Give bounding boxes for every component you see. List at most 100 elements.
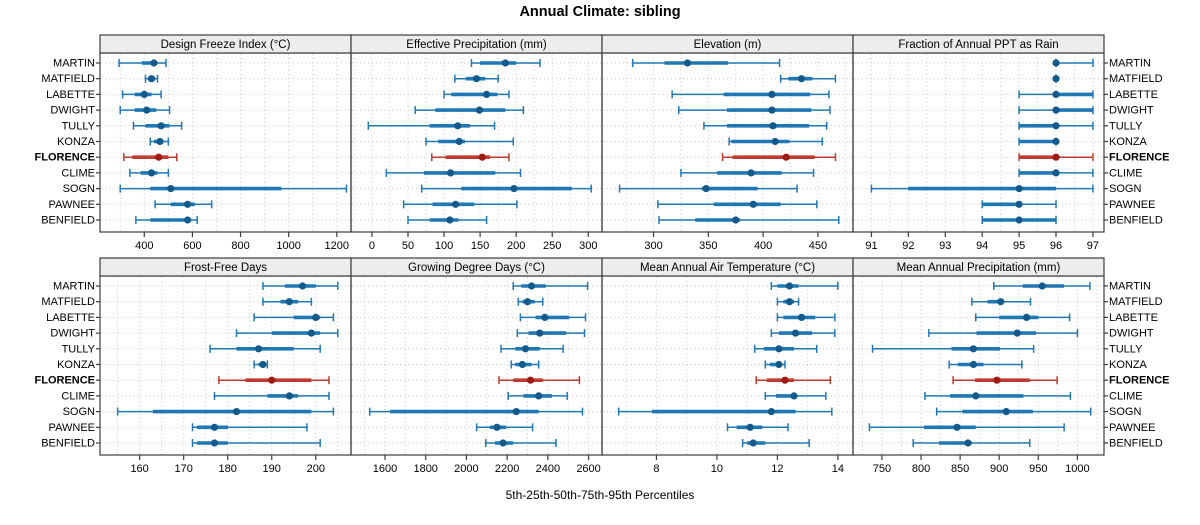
x-tick-label: 800 [231,240,249,252]
site-label-right-tully: TULLY [1109,120,1143,132]
median-dot [268,376,276,384]
median-dot [143,106,151,114]
median-dot [254,345,263,353]
x-tick-label: 170 [174,463,192,475]
median-dot [964,439,972,447]
interval-florence [755,376,832,385]
interval-sogn [368,407,584,416]
x-tick-label: 10 [711,463,723,475]
median-dot [746,423,754,431]
x-tick-label: 300 [579,240,597,252]
median-dot [535,392,543,400]
site-label-right-dwight: DWIGHT [1109,328,1154,340]
figure-title: Annual Climate: sibling [519,4,681,20]
x-tick-label: 350 [699,240,717,252]
panel-title: Elevation (m) [694,39,762,51]
interval-matfield [144,74,159,83]
x-tick-label: 450 [809,240,827,252]
median-dot [523,298,532,306]
interval-matfield [971,297,1032,306]
x-tick-label: 850 [951,463,969,475]
median-dot [446,216,454,224]
median-dot [536,329,544,337]
x-tick-label: 97 [1087,240,1099,252]
panel-title: Growing Degree Days (°C) [408,262,545,274]
median-dot [455,137,463,146]
site-label-left-benfield: BENFIELD [41,438,95,450]
median-dot [285,392,293,400]
interval-labette [671,90,830,99]
x-tick-label: 50 [402,240,414,252]
median-dot [1015,216,1023,224]
interval-matfield [454,74,499,83]
median-dot [790,392,798,400]
site-label-left-martin: MARTIN [53,58,95,70]
median-dot [472,75,481,83]
x-tick-label: 950 [1029,463,1047,475]
interval-martin [118,59,167,67]
x-tick-label: 2400 [536,463,560,475]
median-dot [475,106,483,114]
median-dot [781,376,789,384]
median-dot [527,282,536,290]
median-dot [478,153,486,161]
median-dot [969,345,978,353]
interval-matfield [779,74,837,83]
median-dot [147,75,156,83]
median-dot [749,200,757,208]
x-tick-label: 800 [912,463,930,475]
median-dot [771,137,779,146]
interval-pawnee [191,423,308,432]
interval-pawnee [657,200,818,209]
median-dot [183,216,192,224]
x-tick-label: 12 [771,463,783,475]
median-dot [797,313,806,321]
site-label-right-matfield: MATFIELD [1109,73,1163,85]
interval-benfield [658,216,840,224]
x-tick-label: 300 [644,240,662,252]
interval-konza [149,137,170,146]
x-tick-label: 200 [307,463,325,475]
median-dot [1052,59,1060,67]
panel-title: Effective Precipitation (mm) [406,39,547,51]
panel-effective-precipitation-mm: Effective Precipitation (mm) 0 50 100 150 200… [350,34,603,252]
interval-florence [431,153,510,162]
x-tick-label: 94 [976,240,988,252]
interval-martin [1052,59,1094,67]
interval-benfield [741,439,810,447]
panel-mean-annual-precipitation-mm: Mean Annual Precipitation (mm) 750 800 850 9… [852,257,1108,475]
x-tick-label: 1200 [325,240,349,252]
interval-labette [776,313,836,322]
interval-dwight [119,106,171,115]
panel-design-freeze-index-c: Design Freeze Index (°C) 400 600 800 1000 120… [96,34,352,252]
median-dot [782,153,790,161]
site-label-right-sogn: SOGN [1109,406,1141,418]
median-dot [521,345,530,353]
interval-pawnee [475,423,534,432]
interval-florence [1018,153,1094,162]
site-label-left-florence: FLORENCE [35,152,96,164]
interval-labette [253,313,335,322]
interval-tully [871,344,1035,353]
median-dot [1015,185,1023,193]
interval-sogn [618,184,798,193]
interval-labette [1018,90,1094,99]
site-label-right-benfield: BENFIELD [1109,438,1163,450]
site-label-left-sogn: SOGN [63,183,95,195]
interval-labette [121,90,162,99]
median-dot [1002,408,1010,416]
median-dot [157,122,165,130]
interval-dwight [235,329,339,338]
interval-clime [764,391,827,400]
site-label-left-matfield: MATFIELD [41,73,95,85]
site-label-right-pawnee: PAWNEE [1109,199,1155,211]
site-label-right-clime: CLIME [1109,390,1143,402]
interval-florence [498,376,581,385]
interval-labette [443,90,510,99]
median-dot [993,376,1001,384]
interval-konza [728,137,824,146]
median-dot [775,345,783,353]
median-dot [1052,106,1060,114]
